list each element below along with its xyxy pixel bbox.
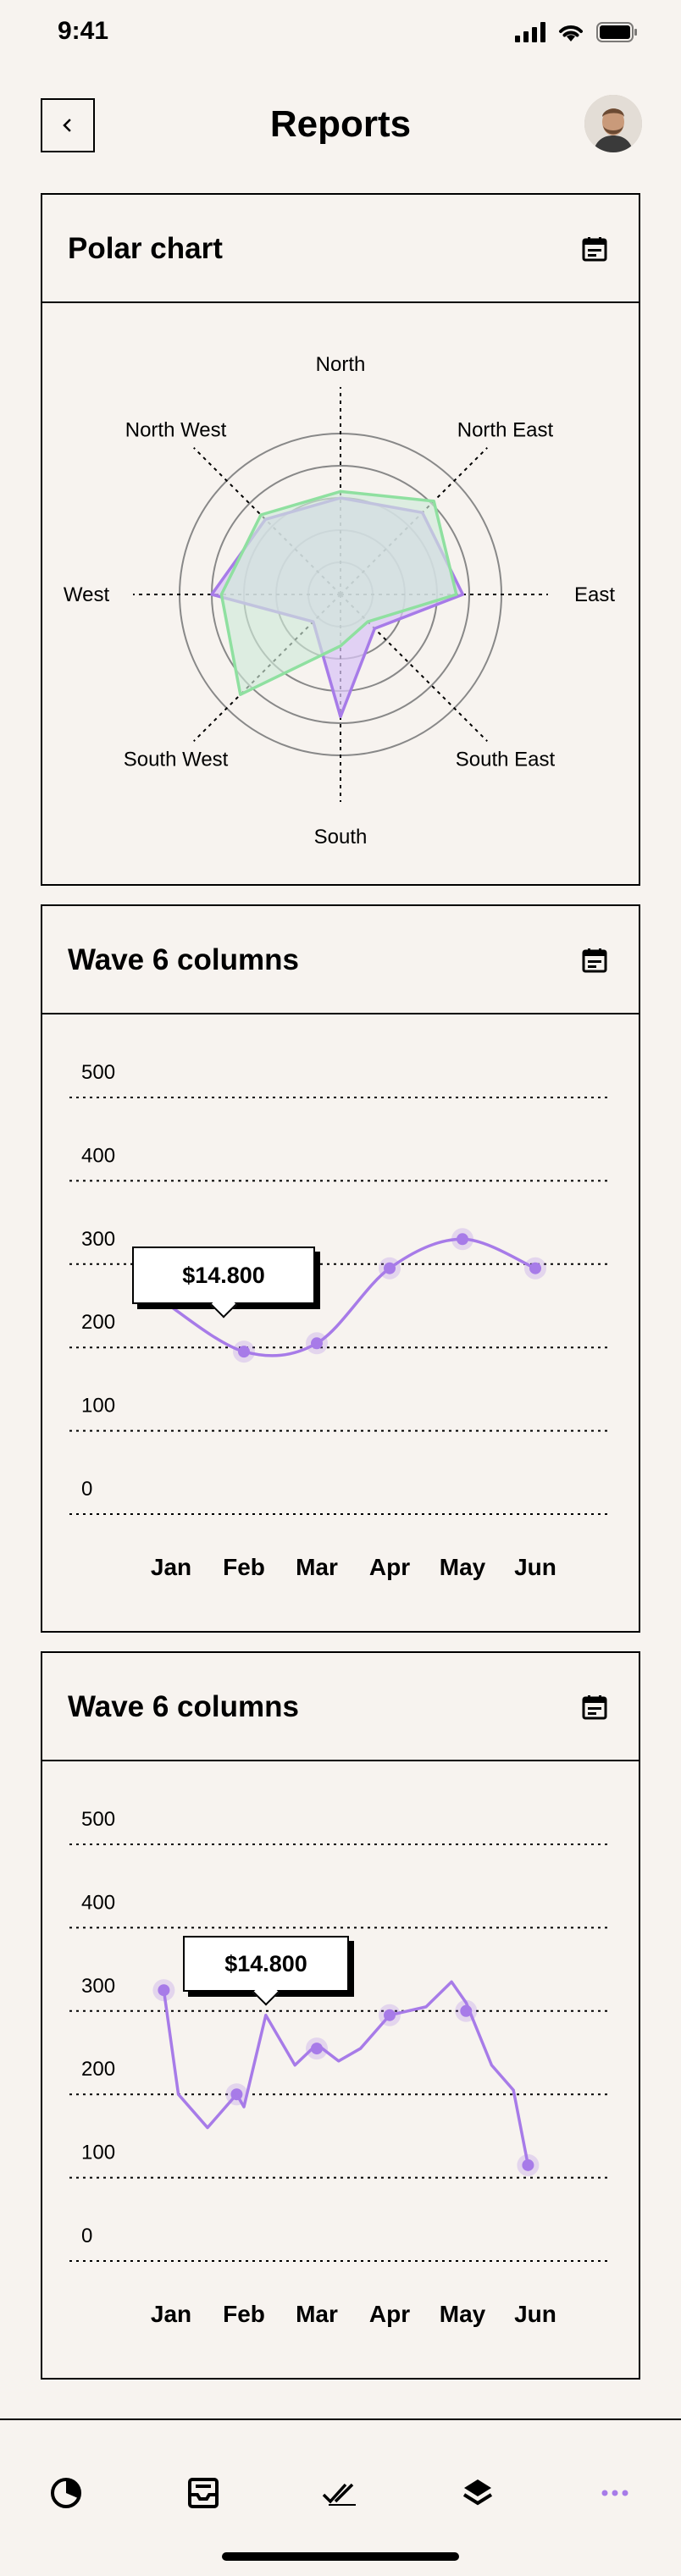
data-point xyxy=(384,1262,396,1274)
value-tooltip: $14.800 xyxy=(132,1247,315,1304)
tab-more[interactable] xyxy=(591,2469,639,2517)
y-tick-label: 0 xyxy=(81,1478,92,1501)
wave-chart-svg: 500 400 300 200 100 0 Jan Feb Mar Apr May Jun xyxy=(69,1808,612,2327)
calendar-icon xyxy=(582,1695,607,1720)
battery-icon xyxy=(596,22,637,42)
radar-axis-label: North West xyxy=(125,419,227,442)
y-tick-label: 200 xyxy=(81,2058,115,2081)
wave-chart-card: Wave 6 columns 500 400 300 200 100 0 Jan Feb Mar… xyxy=(41,1651,640,2380)
y-tick-label: 300 xyxy=(81,1228,115,1251)
y-tick-label: 0 xyxy=(81,2225,92,2247)
tab-dashboard[interactable] xyxy=(42,2469,90,2517)
page-title: Reports xyxy=(269,103,412,145)
wave-chart: 500 400 300 200 100 0 Jan Feb Mar Apr May Jun $14.8… xyxy=(42,1763,639,2380)
x-tick-label: May xyxy=(440,2301,486,2327)
tab-inbox[interactable] xyxy=(180,2469,227,2517)
calendar-icon xyxy=(582,948,607,973)
signal-icon xyxy=(515,22,545,42)
polar-chart-svg: North North East East South East South South … xyxy=(64,353,615,849)
data-point xyxy=(529,1262,541,1274)
calendar-button[interactable] xyxy=(578,1690,612,1724)
x-tick-label: Feb xyxy=(223,2301,265,2327)
y-tick-label: 500 xyxy=(81,1061,115,1084)
data-point xyxy=(457,1233,468,1246)
data-point xyxy=(311,1337,323,1350)
y-tick-label: 300 xyxy=(81,1975,115,1998)
data-point xyxy=(230,2088,243,2101)
y-tick-label: 100 xyxy=(81,2142,115,2164)
data-point xyxy=(522,2159,534,2171)
data-point xyxy=(311,2043,323,2055)
user-avatar-icon xyxy=(584,95,642,152)
radar-axis-label: South xyxy=(314,826,368,849)
x-tick-label: Apr xyxy=(369,2301,410,2327)
radar-axis-label: South West xyxy=(124,748,229,771)
wave-chart: 500 400 300 200 100 0 Jan Feb Mar Apr May Jun $14.8… xyxy=(42,1016,639,1633)
y-tick-label: 100 xyxy=(81,1395,115,1418)
y-tick-label: 500 xyxy=(81,1808,115,1831)
card-title: Wave 6 columns xyxy=(68,943,299,976)
status-time: 9:41 xyxy=(58,17,109,45)
y-tick-label: 400 xyxy=(81,1144,115,1167)
status-bar: 9:41 xyxy=(0,0,681,64)
y-tick-label: 400 xyxy=(81,1891,115,1914)
card-title: Wave 6 columns xyxy=(68,1690,299,1723)
x-tick-label: Jun xyxy=(514,2301,556,2327)
data-point xyxy=(460,2004,473,2017)
x-tick-label: Jan xyxy=(151,1554,191,1580)
y-tick-label: 200 xyxy=(81,1311,115,1334)
inbox-icon xyxy=(188,2478,219,2508)
avatar[interactable] xyxy=(584,95,642,152)
card-title: Polar chart xyxy=(68,232,223,265)
double-check-icon xyxy=(322,2483,356,2506)
x-tick-label: Mar xyxy=(296,1554,338,1580)
tab-layers[interactable] xyxy=(454,2469,501,2517)
calendar-button[interactable] xyxy=(578,232,612,266)
x-tick-label: Apr xyxy=(369,1554,410,1580)
back-button[interactable] xyxy=(41,98,95,152)
data-point xyxy=(238,1346,250,1358)
value-tooltip: $14.800 xyxy=(183,1936,349,1992)
radar-axis-label: East xyxy=(574,583,615,606)
radar-axis-label: West xyxy=(64,583,110,606)
chevron-left-icon xyxy=(63,119,71,132)
x-tick-label: Jun xyxy=(514,1554,556,1580)
wave-chart-card: Wave 6 columns 500 400 300 200 100 0 Jan Feb Mar… xyxy=(41,904,640,1633)
card-header: Wave 6 columns xyxy=(42,1653,639,1761)
radar-axis-label: North xyxy=(316,353,366,376)
x-tick-label: May xyxy=(440,1554,486,1580)
wifi-icon xyxy=(559,25,583,41)
data-point xyxy=(158,1984,170,1997)
radar-axis-label: South East xyxy=(456,748,556,771)
card-header: Polar chart xyxy=(42,195,639,303)
polar-chart-card: Polar chart North North East East South Eas… xyxy=(41,193,640,886)
series-line xyxy=(162,1980,530,2166)
card-header: Wave 6 columns xyxy=(42,906,639,1014)
calendar-button[interactable] xyxy=(578,943,612,977)
layers-icon xyxy=(462,2479,493,2506)
radar-axis-label: North East xyxy=(457,419,554,442)
polar-chart: North North East East South East South South … xyxy=(42,305,639,886)
header: Reports xyxy=(0,85,681,169)
data-point xyxy=(384,2009,396,2021)
calendar-icon xyxy=(582,237,607,262)
home-indicator xyxy=(222,2552,459,2561)
tab-tasks[interactable] xyxy=(317,2469,364,2517)
radar-series-2 xyxy=(219,489,458,696)
x-tick-label: Feb xyxy=(223,1554,265,1580)
pie-chart-icon xyxy=(51,2478,81,2508)
more-icon xyxy=(601,2490,628,2496)
x-tick-label: Mar xyxy=(296,2301,338,2327)
wave-chart-svg: 500 400 300 200 100 0 Jan Feb Mar Apr May Jun xyxy=(69,1061,612,1580)
status-icons xyxy=(515,22,637,42)
tab-bar xyxy=(0,2418,681,2576)
x-tick-label: Jan xyxy=(151,2301,191,2327)
